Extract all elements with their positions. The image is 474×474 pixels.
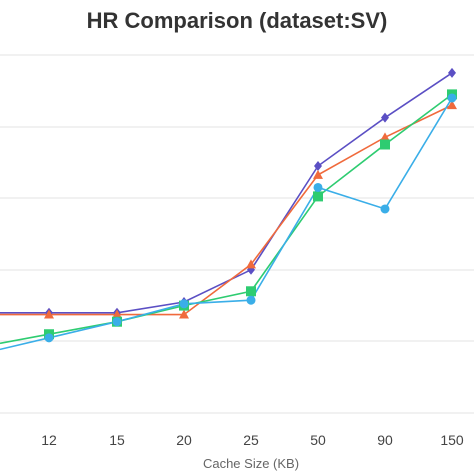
- point-diamond: [381, 112, 389, 123]
- series-line-0: [0, 72, 453, 314]
- point-square: [380, 139, 390, 150]
- series-line-1: [0, 104, 453, 316]
- x-tick-label: 12: [41, 432, 57, 448]
- point-square: [313, 191, 323, 202]
- point-triangle: [112, 309, 122, 319]
- point-circle: [447, 93, 457, 103]
- point-circle: [179, 299, 189, 309]
- point-diamond: [314, 160, 322, 171]
- series-lines: [0, 72, 453, 351]
- chart-title: HR Comparison (dataset:SV): [86, 8, 388, 33]
- point-triangle: [246, 259, 256, 269]
- x-axis-ticks: 12 15 20 25 50 90 150: [41, 432, 464, 448]
- point-triangle: [447, 100, 457, 110]
- series-line-3: [0, 97, 453, 351]
- point-square: [246, 286, 256, 297]
- point-circle: [380, 204, 390, 214]
- x-axis-label: Cache Size (KB): [203, 456, 299, 471]
- point-triangle: [380, 132, 390, 142]
- point-triangle: [313, 169, 323, 179]
- x-tick-label: 90: [377, 432, 393, 448]
- x-tick-label: 25: [243, 432, 259, 448]
- point-circle: [313, 182, 323, 192]
- point-circle: [246, 295, 256, 305]
- point-diamond: [448, 67, 456, 78]
- series-markers: [44, 67, 457, 343]
- point-triangle: [44, 309, 54, 319]
- gridlines: [0, 54, 474, 414]
- point-circle: [112, 317, 122, 327]
- x-tick-label: 150: [440, 432, 464, 448]
- series-line-2: [0, 93, 453, 345]
- point-triangle: [179, 309, 189, 319]
- x-tick-label: 20: [176, 432, 192, 448]
- point-circle: [44, 333, 54, 343]
- x-tick-label: 50: [310, 432, 326, 448]
- x-tick-label: 15: [109, 432, 125, 448]
